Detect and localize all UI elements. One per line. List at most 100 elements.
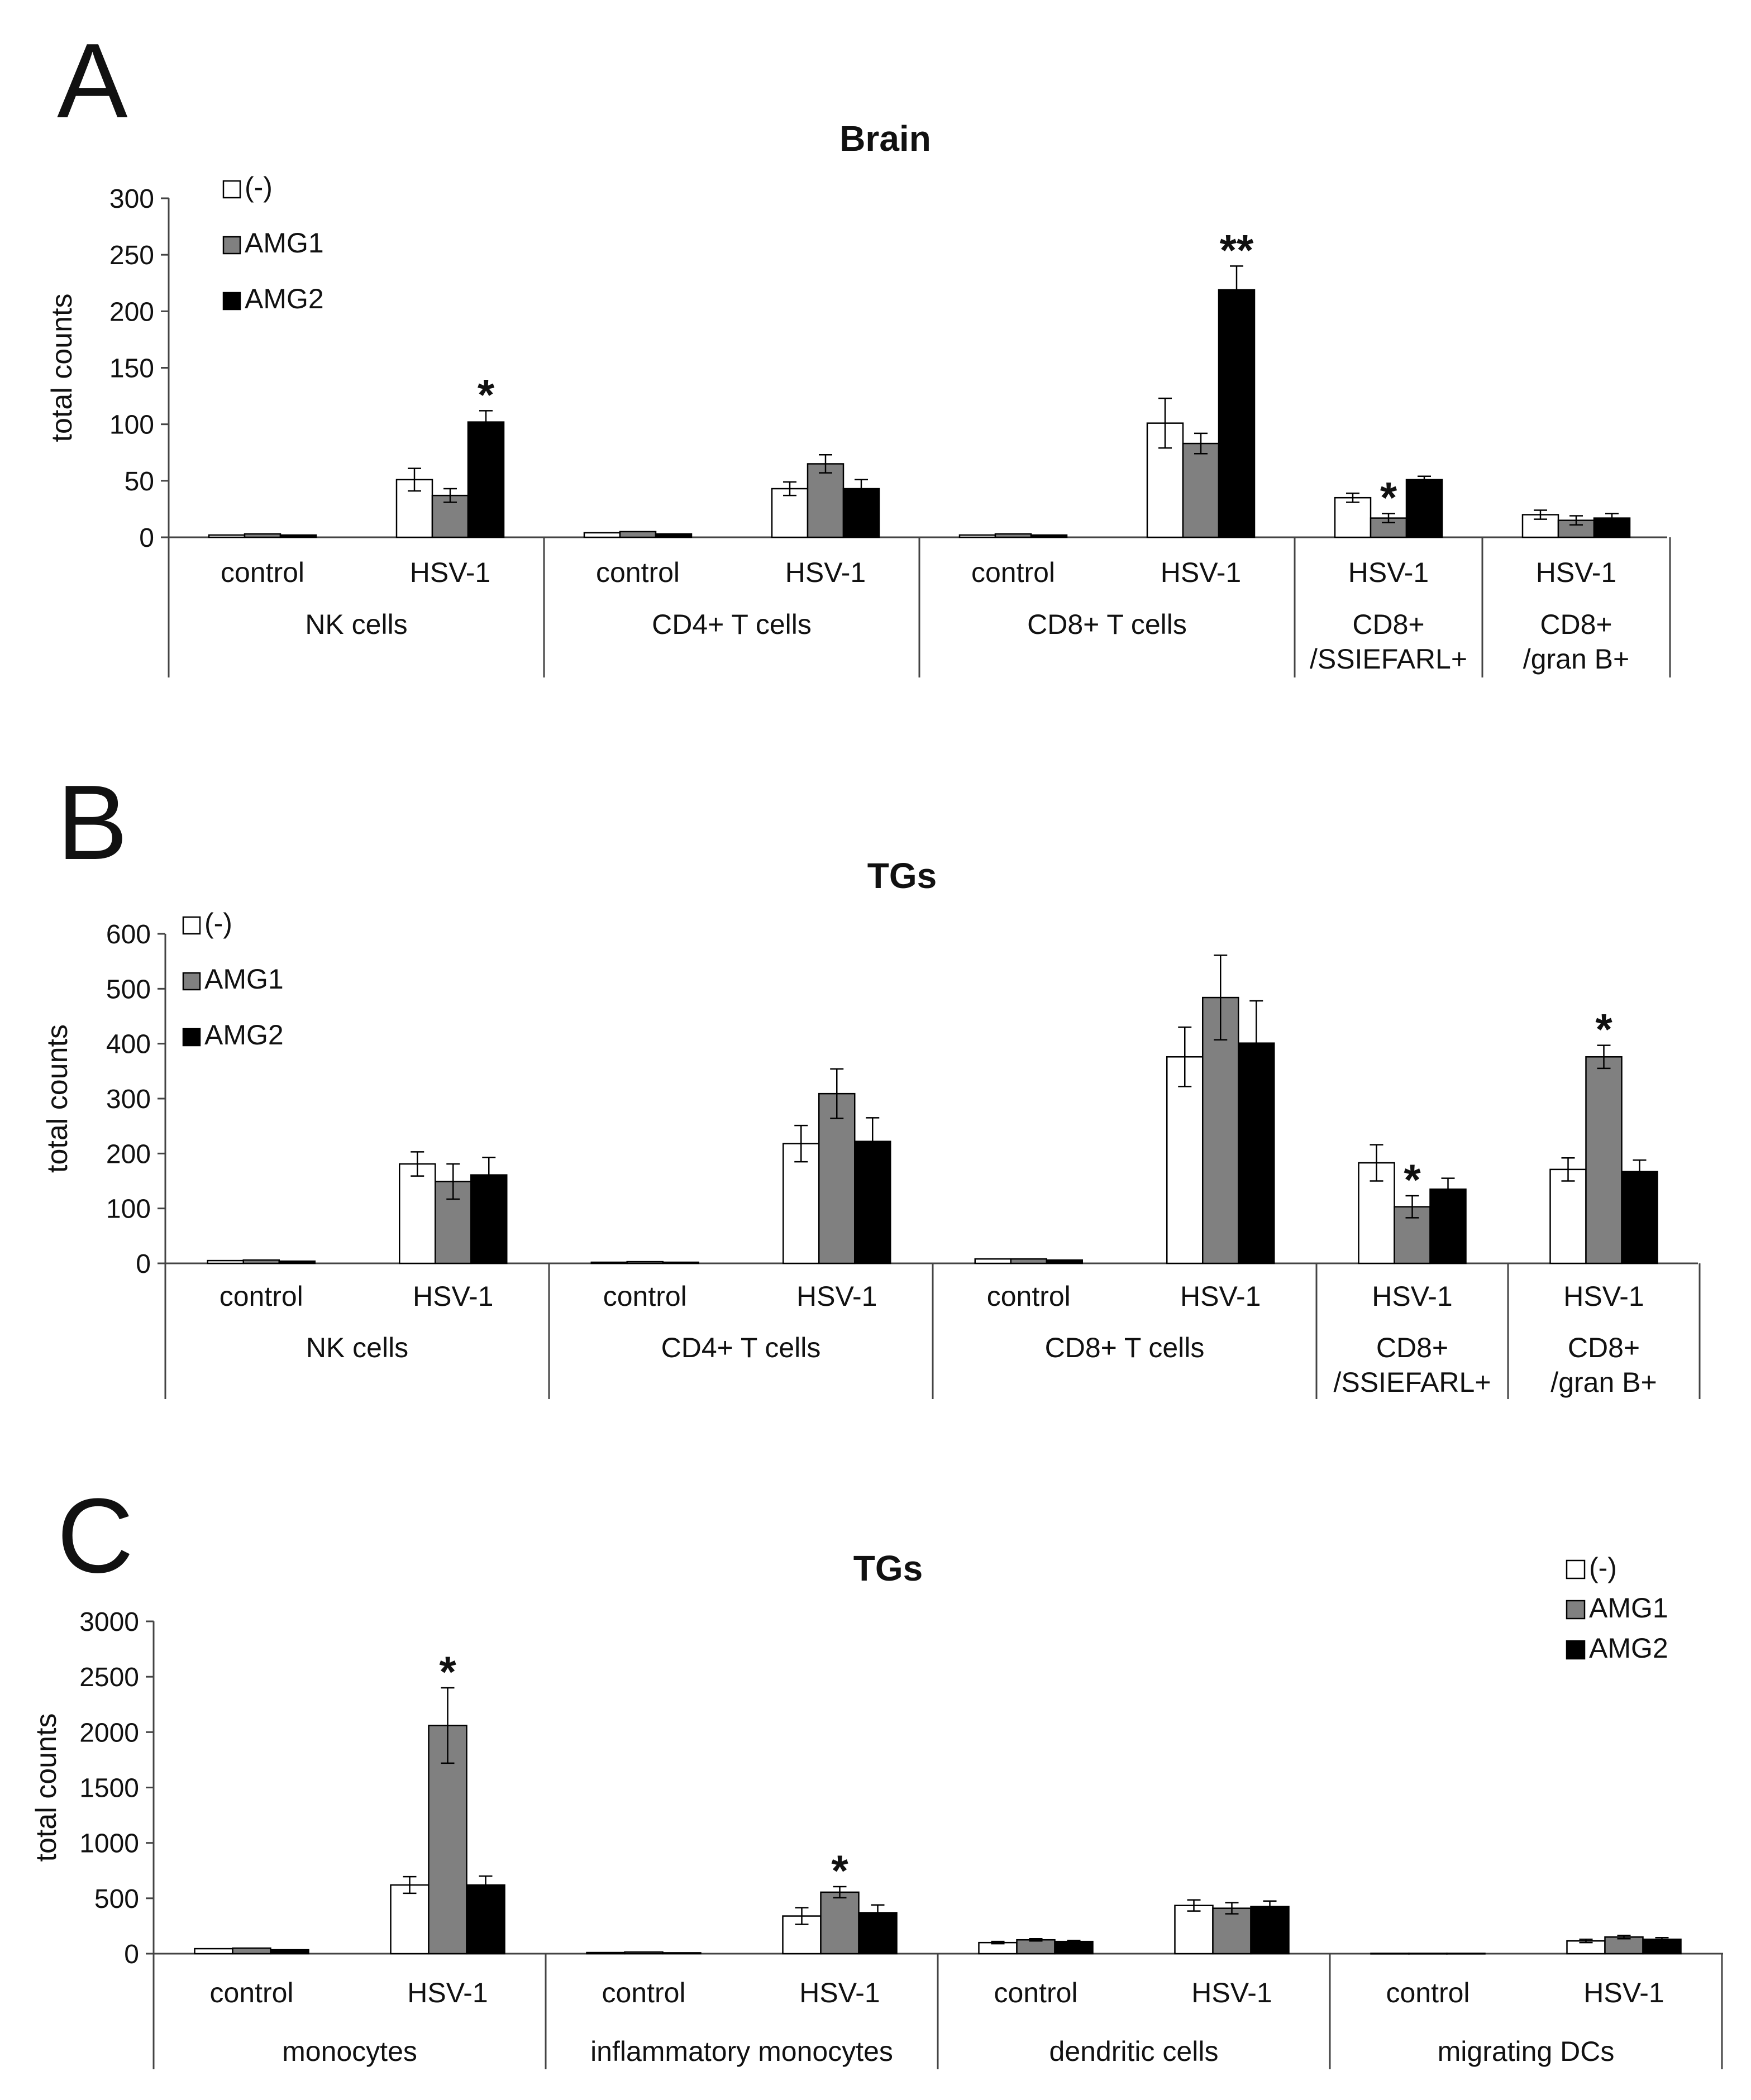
bar-amg2 (1429, 1189, 1467, 1264)
y-axis-label: total counts (30, 1714, 63, 1862)
bar-amg1 (1585, 1056, 1623, 1264)
bar-minus (1549, 1168, 1587, 1264)
category-label: HSV-1 (1161, 557, 1242, 588)
bar-amg2 (1030, 534, 1068, 538)
y-tick-label: 300 (106, 1085, 151, 1114)
bar-amg1 (1202, 996, 1239, 1264)
bar-minus (590, 1261, 628, 1264)
bar-minus (1174, 1905, 1214, 1955)
bar-amg1 (624, 1951, 664, 1955)
legend-swatch (182, 916, 201, 935)
category-label: control (602, 1977, 685, 2008)
y-tick-label: 0 (136, 1249, 151, 1279)
bar-amg1 (619, 531, 657, 538)
y-tick-label: 100 (106, 1195, 151, 1224)
category-label: control (1386, 1977, 1469, 2008)
panel-letter: C (57, 1477, 133, 1595)
bar-amg1 (626, 1261, 664, 1264)
bar-amg2 (270, 1949, 309, 1955)
y-tick-label: 2000 (79, 1718, 139, 1748)
category-label: HSV-1 (1583, 1977, 1664, 2008)
legend-label: AMG1 (245, 227, 324, 259)
y-tick-label: 2500 (79, 1663, 139, 1692)
significance-mark: * (1380, 473, 1397, 522)
chart-title: TGs (853, 1548, 923, 1588)
legend-label: AMG2 (204, 1019, 284, 1051)
legend-label: (-) (1589, 1552, 1617, 1583)
chart-panel-a: A Brain 0 50 100 150 200 250 300 total counts NK c… (46, 22, 1671, 677)
group-label: CD8+ T cells (1027, 609, 1187, 640)
legend-swatch (222, 180, 241, 199)
category-label: control (971, 557, 1055, 588)
category-label: HSV-1 (1563, 1281, 1644, 1312)
chart-panel-b: B TGs 0 100 200 300 400 500 600 total counts NK ce… (41, 763, 1701, 1399)
significance-mark: * (1404, 1155, 1421, 1204)
category-label: HSV-1 (410, 557, 491, 588)
legend-swatch (182, 972, 201, 991)
bar-amg2 (1054, 1940, 1094, 1955)
bar-amg1 (807, 463, 845, 538)
chart-title: TGs (867, 856, 937, 896)
bar-minus (586, 1951, 626, 1955)
bar-amg1 (1016, 1939, 1056, 1955)
panel-letter: A (57, 22, 128, 140)
legend-swatch (1566, 1640, 1586, 1660)
bar-amg2 (1405, 479, 1443, 538)
bar-amg2 (1046, 1259, 1083, 1264)
legend-label: AMG1 (204, 963, 284, 995)
category-label: HSV-1 (413, 1281, 494, 1312)
group-label-line-2: /SSIEFARL+ (1333, 1367, 1491, 1398)
y-tick-label: 50 (125, 467, 154, 497)
category-label: control (209, 1977, 293, 2008)
legend-label: AMG2 (245, 283, 324, 314)
group-label: CD4+ T cells (652, 609, 812, 640)
category-label: HSV-1 (1348, 557, 1429, 588)
bar-amg2 (1250, 1906, 1290, 1955)
bar-minus (194, 1948, 233, 1955)
y-tick-label: 0 (124, 1940, 139, 1969)
significance-mark: ** (1220, 225, 1254, 274)
significance-mark: * (831, 1846, 848, 1895)
category-label: control (987, 1281, 1071, 1312)
y-tick-label: 200 (109, 297, 154, 327)
category-label: HSV-1 (796, 1281, 877, 1312)
y-tick-label: 500 (94, 1884, 139, 1914)
bar-amg2 (1446, 1953, 1486, 1955)
category-label: HSV-1 (799, 1977, 880, 2008)
y-tick-label: 200 (106, 1139, 151, 1169)
bar-amg2 (279, 534, 317, 538)
bar-minus (399, 1163, 436, 1264)
y-tick-label: 600 (106, 920, 151, 949)
group-label: CD8+ (1540, 609, 1612, 640)
bar-amg2 (278, 1260, 316, 1264)
category-label: HSV-1 (1536, 557, 1617, 588)
chart-panel-c: C TGs 0 500 1000 1500 2000 2500 3000 total counts… (30, 1477, 1723, 2069)
y-tick-label: 0 (139, 523, 154, 553)
group-label: CD8+ (1376, 1332, 1448, 1363)
bar-amg1 (1604, 1936, 1644, 1955)
group-label: CD8+ T cells (1045, 1332, 1205, 1363)
y-tick-label: 400 (106, 1030, 151, 1059)
group-label: CD8+ (1352, 609, 1424, 640)
group-label: NK cells (306, 1332, 408, 1363)
bar-minus (390, 1884, 430, 1955)
group-label-line-2: /SSIEFARL+ (1310, 643, 1467, 675)
y-tick-label: 300 (109, 184, 154, 214)
bar-amg1 (820, 1891, 860, 1955)
bar-amg2 (655, 533, 693, 538)
y-axis-label: total counts (46, 294, 78, 442)
bar-amg2 (467, 421, 505, 538)
legend-label: (-) (245, 171, 273, 203)
y-tick-label: 3000 (79, 1607, 139, 1637)
bar-minus (958, 534, 996, 538)
legend-swatch (222, 236, 241, 255)
bar-amg2 (1218, 289, 1256, 538)
y-tick-label: 250 (109, 241, 154, 270)
legend-swatch (182, 1028, 201, 1047)
bar-amg1 (1408, 1953, 1448, 1955)
y-tick-label: 500 (106, 975, 151, 1004)
category-label: control (603, 1281, 687, 1312)
category-label: control (221, 557, 304, 588)
legend-label: AMG2 (1589, 1633, 1668, 1664)
